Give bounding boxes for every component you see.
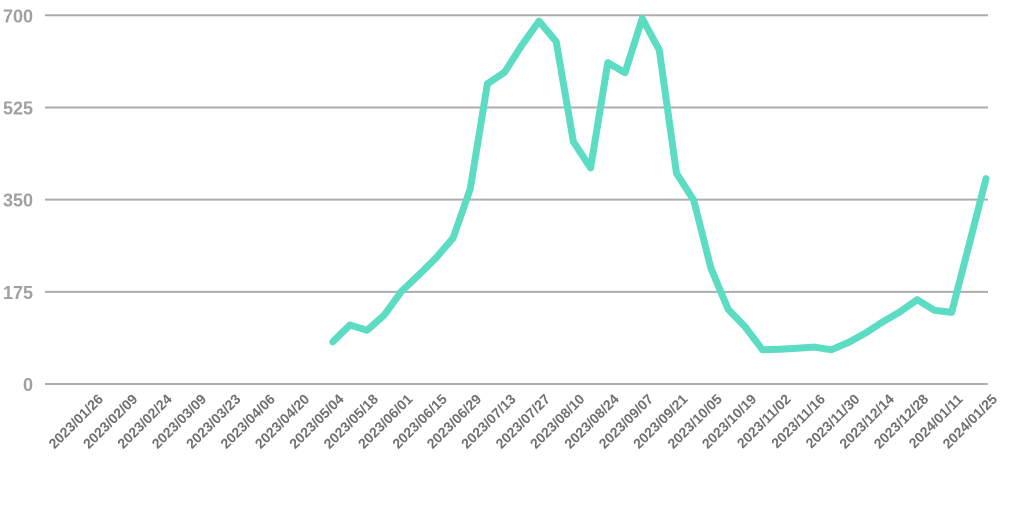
y-axis-tick-label: 175 bbox=[3, 283, 33, 303]
x-axis: 2023/01/262023/02/092023/02/242023/03/09… bbox=[45, 391, 1000, 452]
y-axis-tick-label: 700 bbox=[3, 6, 33, 26]
y-axis-tick-label: 525 bbox=[3, 98, 33, 118]
y-axis-grid bbox=[45, 14, 988, 385]
y-axis-tick-label: 350 bbox=[3, 191, 33, 211]
y-axis-tick-label: 0 bbox=[23, 375, 33, 395]
series-line bbox=[329, 15, 990, 354]
y-axis: 0 175 350 525 700 bbox=[3, 6, 33, 395]
